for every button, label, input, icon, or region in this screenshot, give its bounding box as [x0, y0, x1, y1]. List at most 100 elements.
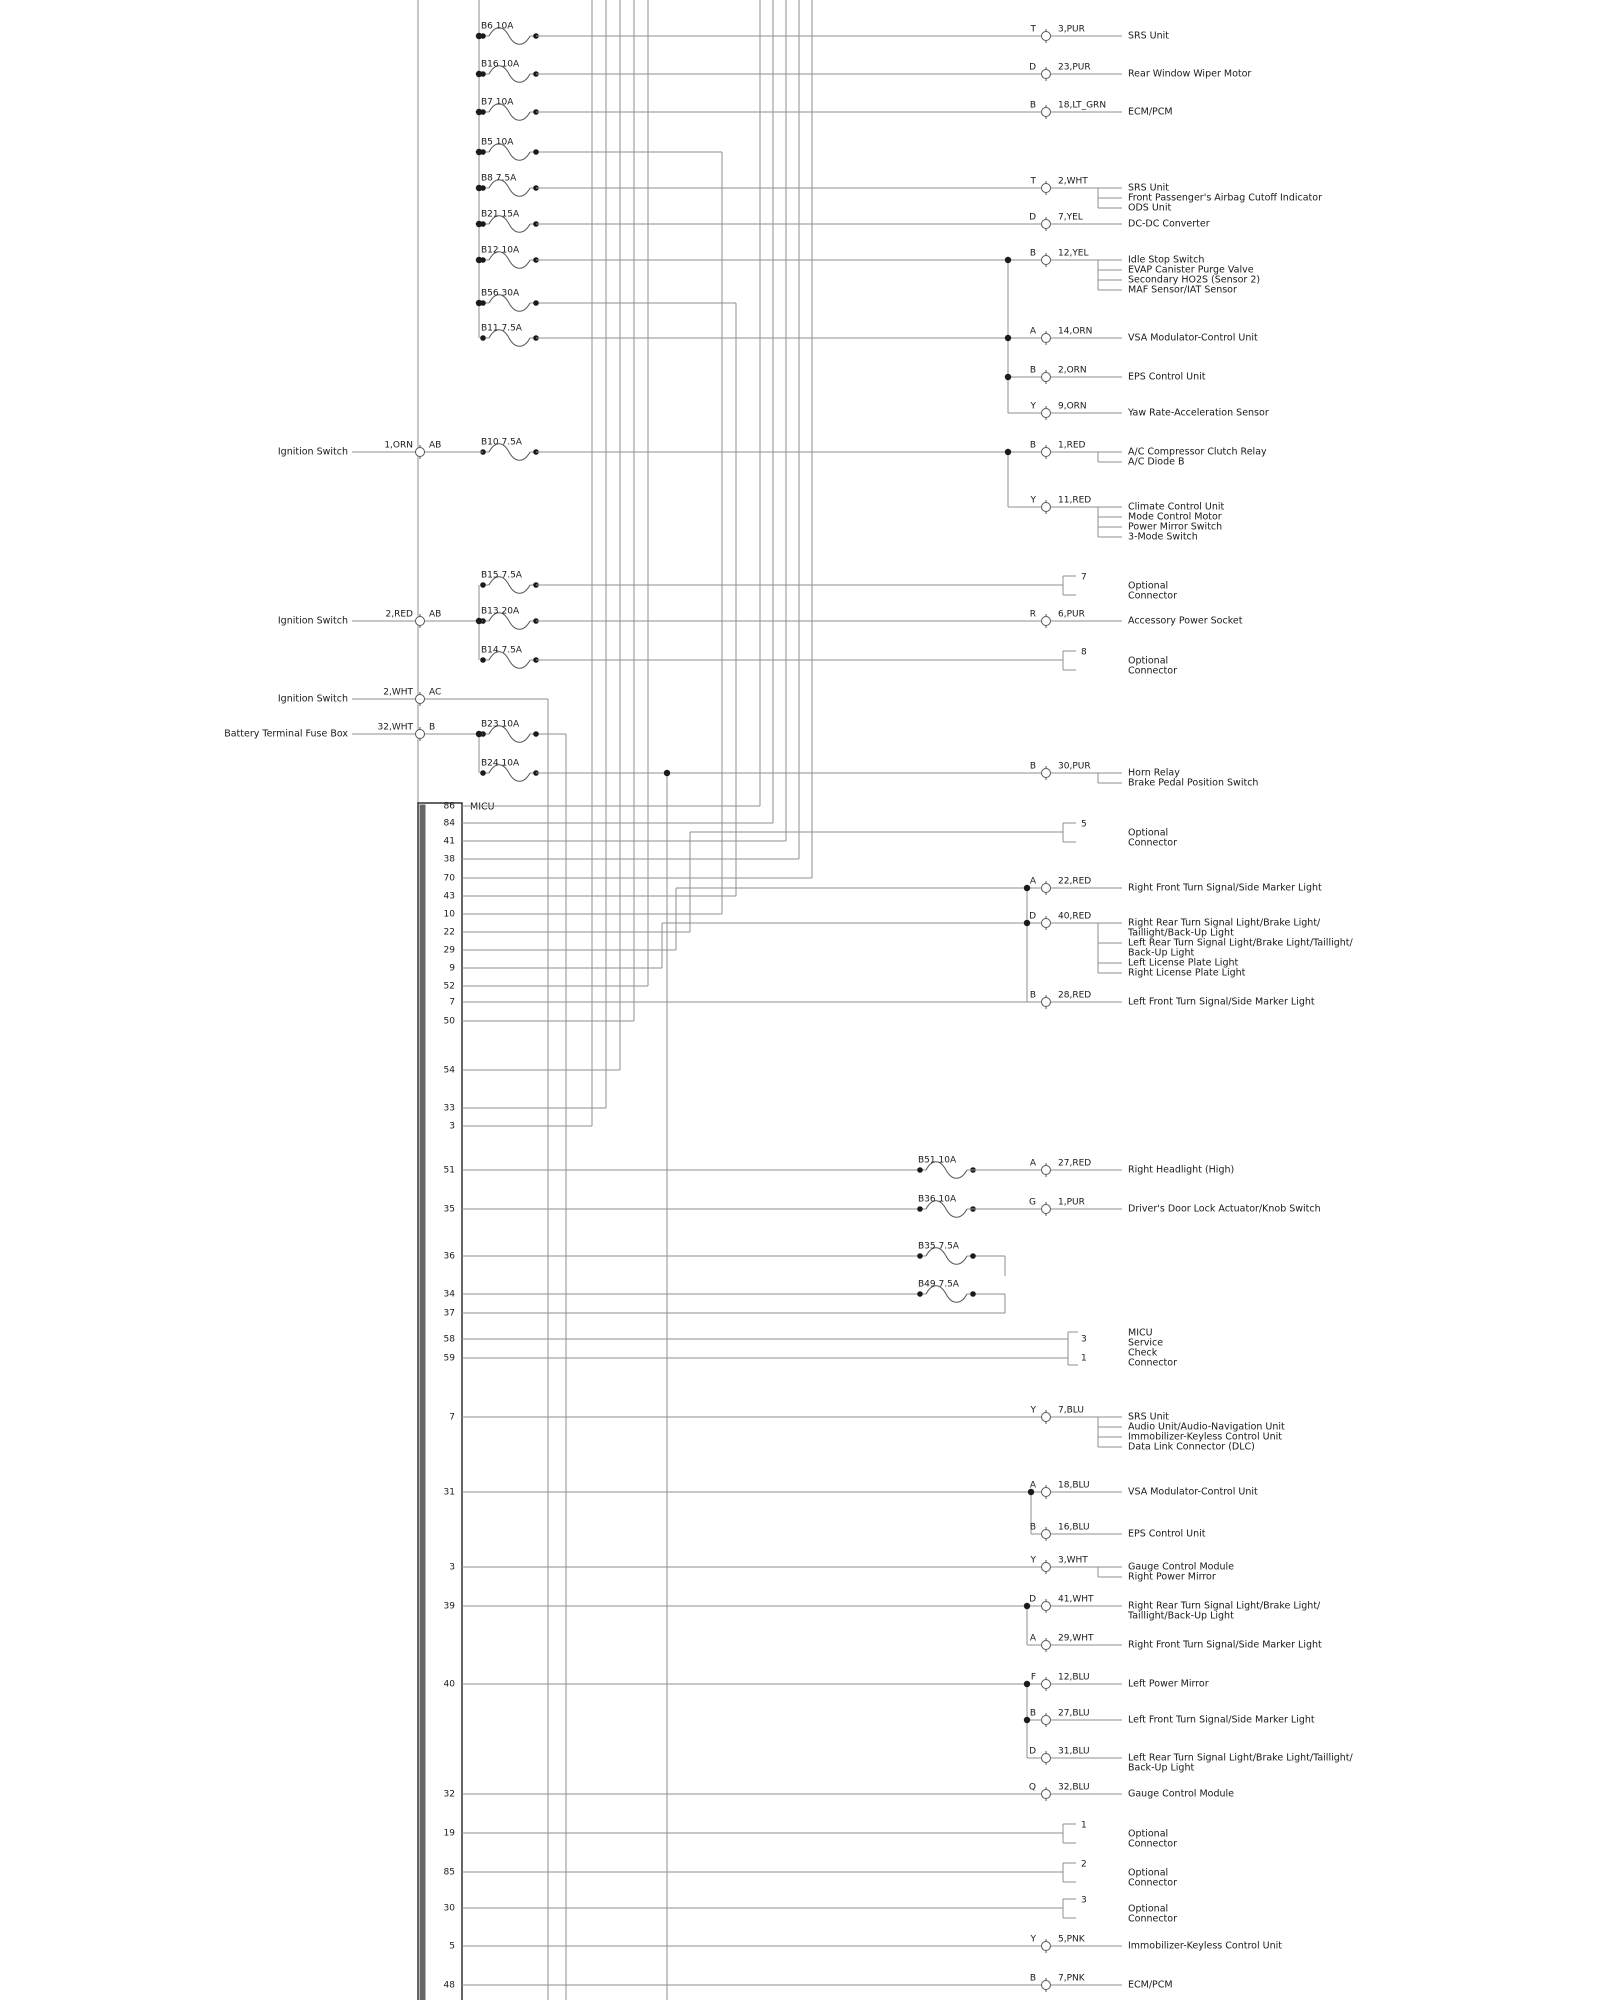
- fuse-label: B7 10A: [481, 98, 514, 108]
- micu-pin-number: 58: [444, 1335, 456, 1345]
- pin-letter: B: [1030, 441, 1036, 451]
- target-label: Immobilizer-Keyless Control Unit: [1128, 1941, 1282, 1952]
- target-label: Right Rear Turn Signal Light/Brake Light…: [1128, 1601, 1321, 1612]
- wire-color-label: 5,PNK: [1058, 1935, 1086, 1945]
- micu-pin-number: 5: [449, 1942, 455, 1952]
- pin-letter: T: [1030, 177, 1037, 187]
- optional-connector-number: 5: [1081, 820, 1087, 830]
- target-label: Idle Stop Switch: [1128, 255, 1204, 266]
- wire-color-label: 9,ORN: [1058, 402, 1087, 412]
- target-label: ODS Unit: [1128, 203, 1171, 214]
- pin-letter: Y: [1030, 1556, 1037, 1566]
- wire-color-label: 6,PUR: [1058, 610, 1085, 620]
- target-label: Left Rear Turn Signal Light/Brake Light/…: [1128, 1753, 1353, 1764]
- fuse-icon: [488, 764, 531, 782]
- pin-letter: B: [1030, 991, 1036, 1001]
- junction-dot: [475, 70, 483, 78]
- micu-pin-number: 38: [444, 855, 456, 865]
- pin-letter: A: [1030, 1481, 1037, 1491]
- left-input-label: Ignition Switch: [278, 616, 348, 627]
- junction-dot: [475, 32, 483, 40]
- wire-color-label: 11,RED: [1058, 496, 1091, 506]
- target-label: Right Power Mirror: [1128, 1572, 1216, 1583]
- micu-pin-number: 84: [444, 819, 456, 829]
- micu-label: MICU: [470, 802, 495, 813]
- connector-pin-icon: [1041, 1715, 1051, 1725]
- connector-pin-icon: [1041, 1789, 1051, 1799]
- micu-pin-number: 50: [444, 1017, 456, 1027]
- left-connector-letter: AB: [429, 441, 441, 451]
- target-label: ECM/PCM: [1128, 107, 1173, 118]
- junction-dot: [1023, 884, 1031, 892]
- connector-pin-icon: [1041, 1679, 1051, 1689]
- fuse-terminal-dot: [970, 1291, 976, 1297]
- connector-pin-icon: [415, 616, 425, 626]
- wire-color-label: 3,PUR: [1058, 25, 1085, 35]
- optional-connector-label: Optional: [1128, 1868, 1168, 1879]
- left-wire-color-label: 2,RED: [386, 610, 414, 620]
- target-label: Rear Window Wiper Motor: [1128, 69, 1251, 80]
- pin-letter: Q: [1029, 1783, 1036, 1793]
- wire-color-label: 28,RED: [1058, 991, 1091, 1001]
- optional-connector-label: Optional: [1128, 1904, 1168, 1915]
- target-label: Left License Plate Light: [1128, 958, 1238, 969]
- target-label: Right Headlight (High): [1128, 1165, 1234, 1176]
- micu-pin-number: 34: [444, 1290, 456, 1300]
- target-label: Accessory Power Socket: [1128, 616, 1243, 627]
- pin-letter: D: [1029, 1595, 1036, 1605]
- pin-letter: D: [1029, 1747, 1036, 1757]
- micu-pin-number: 7: [449, 998, 455, 1008]
- target-label: Mode Control Motor: [1128, 512, 1222, 523]
- micu-pin-number: 39: [444, 1602, 456, 1612]
- fuse-label: B15 7.5A: [481, 571, 523, 581]
- connector-pin-icon: [1041, 997, 1051, 1007]
- fuse-label: B51 10A: [918, 1156, 957, 1166]
- optional-connector-number: 1: [1081, 1821, 1087, 1831]
- fuse-icon: [925, 1285, 968, 1303]
- target-label: EPS Control Unit: [1128, 1529, 1206, 1540]
- target-label: Back-Up Light: [1128, 948, 1194, 959]
- target-label: Gauge Control Module: [1128, 1789, 1234, 1800]
- connector-pin-icon: [1041, 183, 1051, 193]
- micu-pin-number: 9: [449, 964, 455, 974]
- connector-pin-icon: [1041, 219, 1051, 229]
- target-label: EVAP Canister Purge Valve: [1128, 265, 1254, 276]
- connector-pin-icon: [1041, 372, 1051, 382]
- connector-pin-icon: [1041, 1562, 1051, 1572]
- target-label: Back-Up Light: [1128, 1763, 1194, 1774]
- micu-pin-number: 7: [449, 1413, 455, 1423]
- connector-pin-icon: [1041, 1165, 1051, 1175]
- target-label: Immobilizer-Keyless Control Unit: [1128, 1432, 1282, 1443]
- optional-connector-number: 2: [1081, 1860, 1087, 1870]
- optional-connector-label: Optional: [1128, 656, 1168, 667]
- fuse-icon: [488, 251, 531, 269]
- service-connector-label: Check: [1128, 1348, 1158, 1359]
- pin-letter: B: [1030, 1523, 1036, 1533]
- fuse-label: B36 10A: [918, 1195, 957, 1205]
- connector-pin-icon: [1041, 918, 1051, 928]
- fuse-label: B49 7.5A: [918, 1280, 960, 1290]
- target-label: Horn Relay: [1128, 768, 1180, 779]
- optional-connector-label: Connector: [1128, 1839, 1177, 1850]
- fuse-icon: [488, 651, 531, 669]
- fuse-terminal-dot: [917, 1291, 923, 1297]
- target-label: Brake Pedal Position Switch: [1128, 778, 1258, 789]
- fuse-icon: [488, 294, 531, 312]
- target-label: Front Passenger's Airbag Cutoff Indicato…: [1128, 193, 1322, 204]
- fuse-icon: [925, 1200, 968, 1218]
- fuse-icon: [925, 1247, 968, 1265]
- connector-pin-icon: [1041, 616, 1051, 626]
- wire-color-label: 7,BLU: [1058, 1406, 1084, 1416]
- optional-connector-label: Connector: [1128, 1914, 1177, 1925]
- optional-connector-number: 8: [1081, 648, 1087, 658]
- target-label: VSA Modulator-Control Unit: [1128, 333, 1258, 344]
- pin-letter: A: [1030, 1159, 1037, 1169]
- wire-color-label: 22,RED: [1058, 877, 1091, 887]
- connector-pin-icon: [1041, 447, 1051, 457]
- junction-dot: [1023, 1680, 1031, 1688]
- wire-color-label: 27,BLU: [1058, 1709, 1090, 1719]
- wire-color-label: 32,BLU: [1058, 1783, 1090, 1793]
- target-label: Right Front Turn Signal/Side Marker Ligh…: [1128, 883, 1322, 894]
- service-pin-number: 3: [1081, 1335, 1087, 1345]
